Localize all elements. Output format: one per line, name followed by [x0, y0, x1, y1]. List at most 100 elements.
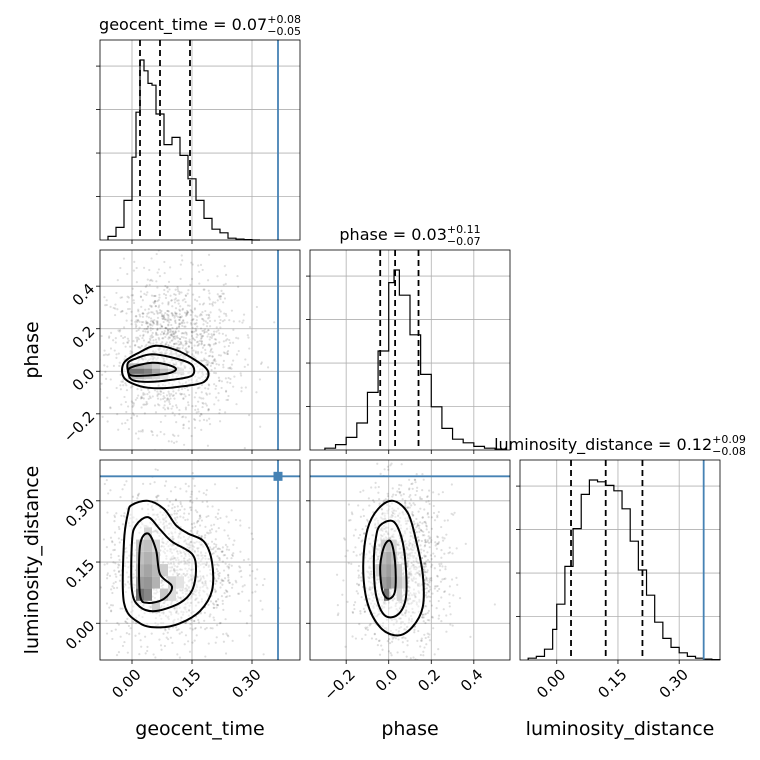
density-cell-0-15	[152, 373, 160, 380]
xtick-label-phase-2: 0.2	[414, 666, 444, 696]
density-cell-2-15	[396, 588, 403, 601]
density-cell-2-8	[380, 551, 387, 565]
hist-panel-geocent_time: geocent_time = 0.07+0.08 −0.05	[96, 13, 301, 244]
title-upper-error: +0.08	[267, 13, 301, 26]
hist-line-luminosity_distance	[527, 479, 721, 661]
xtick-label-luminosity_distance-2: 0.30	[656, 666, 692, 702]
density-cell-1-6	[144, 564, 152, 577]
density-cell-2-1	[386, 576, 392, 589]
contour-2-2	[379, 539, 397, 600]
title-lower-error: −0.07	[447, 235, 481, 248]
density-cell-1-3	[144, 576, 152, 589]
hist-frame-luminosity_distance	[519, 459, 721, 661]
pair-frame-0	[99, 249, 301, 451]
xtick-label-geocent_time-2: 0.30	[228, 666, 264, 702]
density-cell-2-14	[396, 576, 403, 589]
title-value: luminosity_distance = 0.12	[494, 435, 712, 455]
pair-inner-1	[100, 460, 300, 660]
density-cell-1-17	[160, 588, 168, 601]
xtick-label-luminosity_distance-0: 0.00	[533, 666, 569, 702]
density-cell-1-8	[160, 564, 168, 577]
density-cell-1-13	[144, 539, 152, 552]
contour-2-1	[372, 519, 408, 619]
density-cell-2-6	[391, 564, 397, 577]
xlabel-geocent_time: geocent_time	[135, 718, 264, 740]
ylabel-phase: phase	[21, 321, 43, 378]
density-cell-2-10	[386, 539, 392, 552]
hist-panel-luminosity_distance: luminosity_distance = 0.12+0.09 −0.08	[494, 433, 746, 664]
density-cell-1-4	[152, 576, 160, 589]
density-cell-2-16	[402, 576, 408, 589]
contour-2-0	[362, 499, 425, 637]
xlabel-luminosity_distance: luminosity_distance	[526, 718, 715, 740]
density-cell-1-11	[152, 551, 160, 565]
density-cell-0-1	[136, 368, 144, 374]
pair-inner-0	[100, 250, 300, 450]
xtick-label-luminosity_distance-1: 0.15	[594, 666, 630, 702]
ytick-label-luminosity_distance-1: 0.15	[62, 556, 98, 592]
hist-line-phase	[324, 269, 507, 450]
density-cell-0-12	[128, 373, 136, 380]
xtick-label-phase-0: −0.2	[320, 666, 358, 704]
xtick-label-geocent_time-1: 0.15	[168, 666, 204, 702]
contour-0-2	[126, 361, 178, 377]
density-cell-0-16	[160, 373, 168, 380]
hist-panel-phase: phase = 0.03+0.11 −0.07	[306, 223, 511, 454]
density-cell-0-2	[144, 368, 152, 374]
density-cell-2-4	[386, 564, 392, 577]
hist-title-luminosity_distance: luminosity_distance = 0.12+0.09 −0.08	[494, 433, 746, 458]
density-cell-2-5	[380, 564, 387, 577]
pair-frame-2	[309, 459, 511, 661]
density-cell-0-4	[160, 368, 168, 374]
title-lower-error: −0.08	[712, 445, 746, 458]
hist-line-geocent_time	[107, 59, 260, 241]
title-lower-error: −0.05	[267, 25, 301, 38]
density-cell-2-13	[396, 564, 403, 577]
pair-inner-2	[310, 460, 510, 660]
xlabel-phase: phase	[381, 718, 438, 740]
density-cell-1-18	[168, 576, 176, 589]
density-cell-0-14	[144, 373, 152, 380]
ytick-label-luminosity_distance-0: 0.00	[62, 617, 98, 653]
density-cell-2-0	[383, 588, 390, 601]
density-cell-1-10	[144, 551, 152, 565]
contour-1-0	[121, 499, 215, 629]
density-cell-2-12	[391, 539, 397, 552]
contour-1-1	[130, 516, 198, 613]
hist-frame-geocent_time	[99, 39, 301, 241]
density-cell-1-16	[152, 600, 160, 614]
title-value: phase = 0.03	[339, 225, 446, 244]
xtick-label-geocent_time-0: 0.00	[108, 666, 144, 702]
title-value: geocent_time = 0.07	[99, 15, 267, 35]
ytick-label-phase-0: −0.2	[60, 407, 98, 445]
contour-0-1	[126, 353, 196, 383]
pair-frame-1	[99, 459, 301, 661]
ytick-label-phase-1: 0.0	[69, 365, 99, 395]
pair-panel-geocent_time-luminosity_distance	[96, 459, 301, 664]
density-cell-2-2	[380, 576, 387, 589]
ytick-label-phase-2: 0.2	[69, 322, 99, 352]
density-cell-1-20	[168, 588, 176, 601]
title-upper-error: +0.11	[447, 223, 481, 236]
density-cell-0-3	[152, 368, 160, 374]
density-cell-2-17	[375, 564, 381, 577]
pair-panel-phase-luminosity_distance	[306, 459, 511, 664]
hist-frame-phase	[309, 249, 511, 451]
xtick-label-phase-1: 0.0	[372, 666, 402, 696]
density-cell-1-14	[152, 539, 160, 552]
truth-marker-1	[273, 471, 283, 481]
density-cell-0-9	[144, 363, 152, 369]
ytick-label-luminosity_distance-2: 0.30	[62, 494, 98, 530]
density-cell-0-8	[136, 363, 144, 369]
contour-0-0	[121, 344, 210, 390]
density-cell-2-3	[391, 576, 397, 589]
density-cell-0-0	[128, 368, 136, 374]
density-cell-0-11	[160, 363, 168, 369]
density-cell-0-7	[128, 363, 136, 369]
scatter-cloud-0	[100, 250, 276, 450]
ytick-label-phase-3: 0.4	[69, 280, 99, 310]
ylabel-luminosity_distance: luminosity_distance	[21, 466, 43, 655]
density-cell-1-19	[176, 576, 184, 589]
density-cell-1-7	[152, 564, 160, 577]
